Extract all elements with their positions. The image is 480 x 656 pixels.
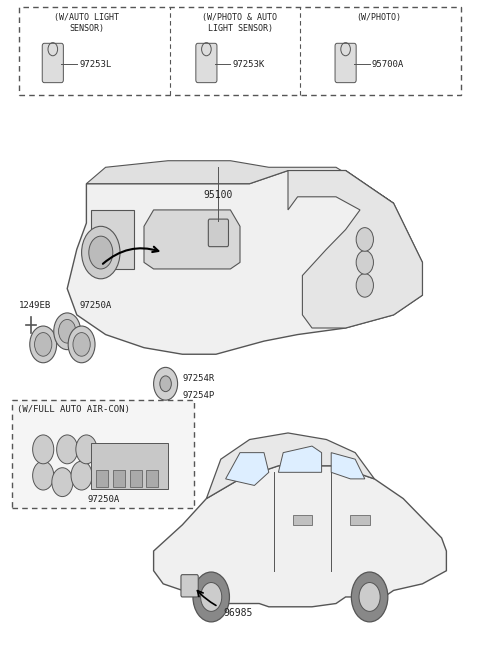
Bar	[293, 515, 312, 525]
Circle shape	[30, 326, 57, 363]
Circle shape	[82, 226, 120, 279]
Bar	[19, 7, 461, 95]
Circle shape	[356, 228, 373, 251]
Circle shape	[73, 333, 90, 356]
Text: 95100: 95100	[204, 190, 233, 200]
Text: 1249EB: 1249EB	[19, 300, 51, 310]
Bar	[146, 470, 158, 487]
Text: (W/AUTO LIGHT
SENSOR): (W/AUTO LIGHT SENSOR)	[54, 13, 119, 33]
FancyBboxPatch shape	[208, 219, 228, 247]
Circle shape	[356, 274, 373, 297]
Circle shape	[76, 435, 97, 464]
Circle shape	[71, 461, 92, 490]
Circle shape	[57, 435, 78, 464]
Polygon shape	[226, 453, 269, 485]
Polygon shape	[331, 453, 365, 479]
Polygon shape	[206, 433, 374, 499]
Polygon shape	[278, 446, 322, 472]
Text: (W/PHOTO & AUTO
LIGHT SENSOR): (W/PHOTO & AUTO LIGHT SENSOR)	[203, 13, 277, 33]
Bar	[96, 470, 108, 487]
Text: (W/PHOTO): (W/PHOTO)	[357, 13, 402, 22]
Polygon shape	[67, 171, 422, 354]
FancyBboxPatch shape	[42, 43, 63, 83]
Polygon shape	[288, 171, 422, 328]
Circle shape	[35, 333, 52, 356]
Text: 97250A: 97250A	[79, 300, 111, 310]
Text: 97254R: 97254R	[182, 374, 215, 383]
Circle shape	[160, 376, 171, 392]
Polygon shape	[144, 210, 240, 269]
Text: (W/FULL AUTO AIR-CON): (W/FULL AUTO AIR-CON)	[17, 405, 130, 415]
Bar	[113, 470, 125, 487]
Circle shape	[33, 461, 54, 490]
Circle shape	[351, 572, 388, 622]
Circle shape	[33, 435, 54, 464]
Circle shape	[356, 251, 373, 274]
Text: 97253L: 97253L	[79, 60, 111, 69]
FancyBboxPatch shape	[181, 575, 198, 597]
Bar	[130, 470, 142, 487]
Bar	[91, 443, 168, 489]
Bar	[350, 515, 370, 525]
Circle shape	[193, 572, 229, 622]
Text: 96985: 96985	[223, 608, 252, 619]
Polygon shape	[86, 161, 394, 203]
Polygon shape	[154, 466, 446, 607]
Circle shape	[89, 236, 113, 269]
Circle shape	[59, 319, 76, 343]
Text: 97253K: 97253K	[233, 60, 265, 69]
Circle shape	[68, 326, 95, 363]
FancyBboxPatch shape	[335, 43, 356, 83]
Text: 97250A: 97250A	[87, 495, 120, 504]
Circle shape	[359, 583, 380, 611]
Polygon shape	[91, 210, 134, 269]
Bar	[12, 400, 194, 508]
Circle shape	[201, 583, 222, 611]
Circle shape	[52, 468, 73, 497]
Circle shape	[54, 313, 81, 350]
Text: 95700A: 95700A	[372, 60, 404, 69]
FancyBboxPatch shape	[196, 43, 217, 83]
Circle shape	[154, 367, 178, 400]
Text: 97254P: 97254P	[182, 391, 215, 400]
